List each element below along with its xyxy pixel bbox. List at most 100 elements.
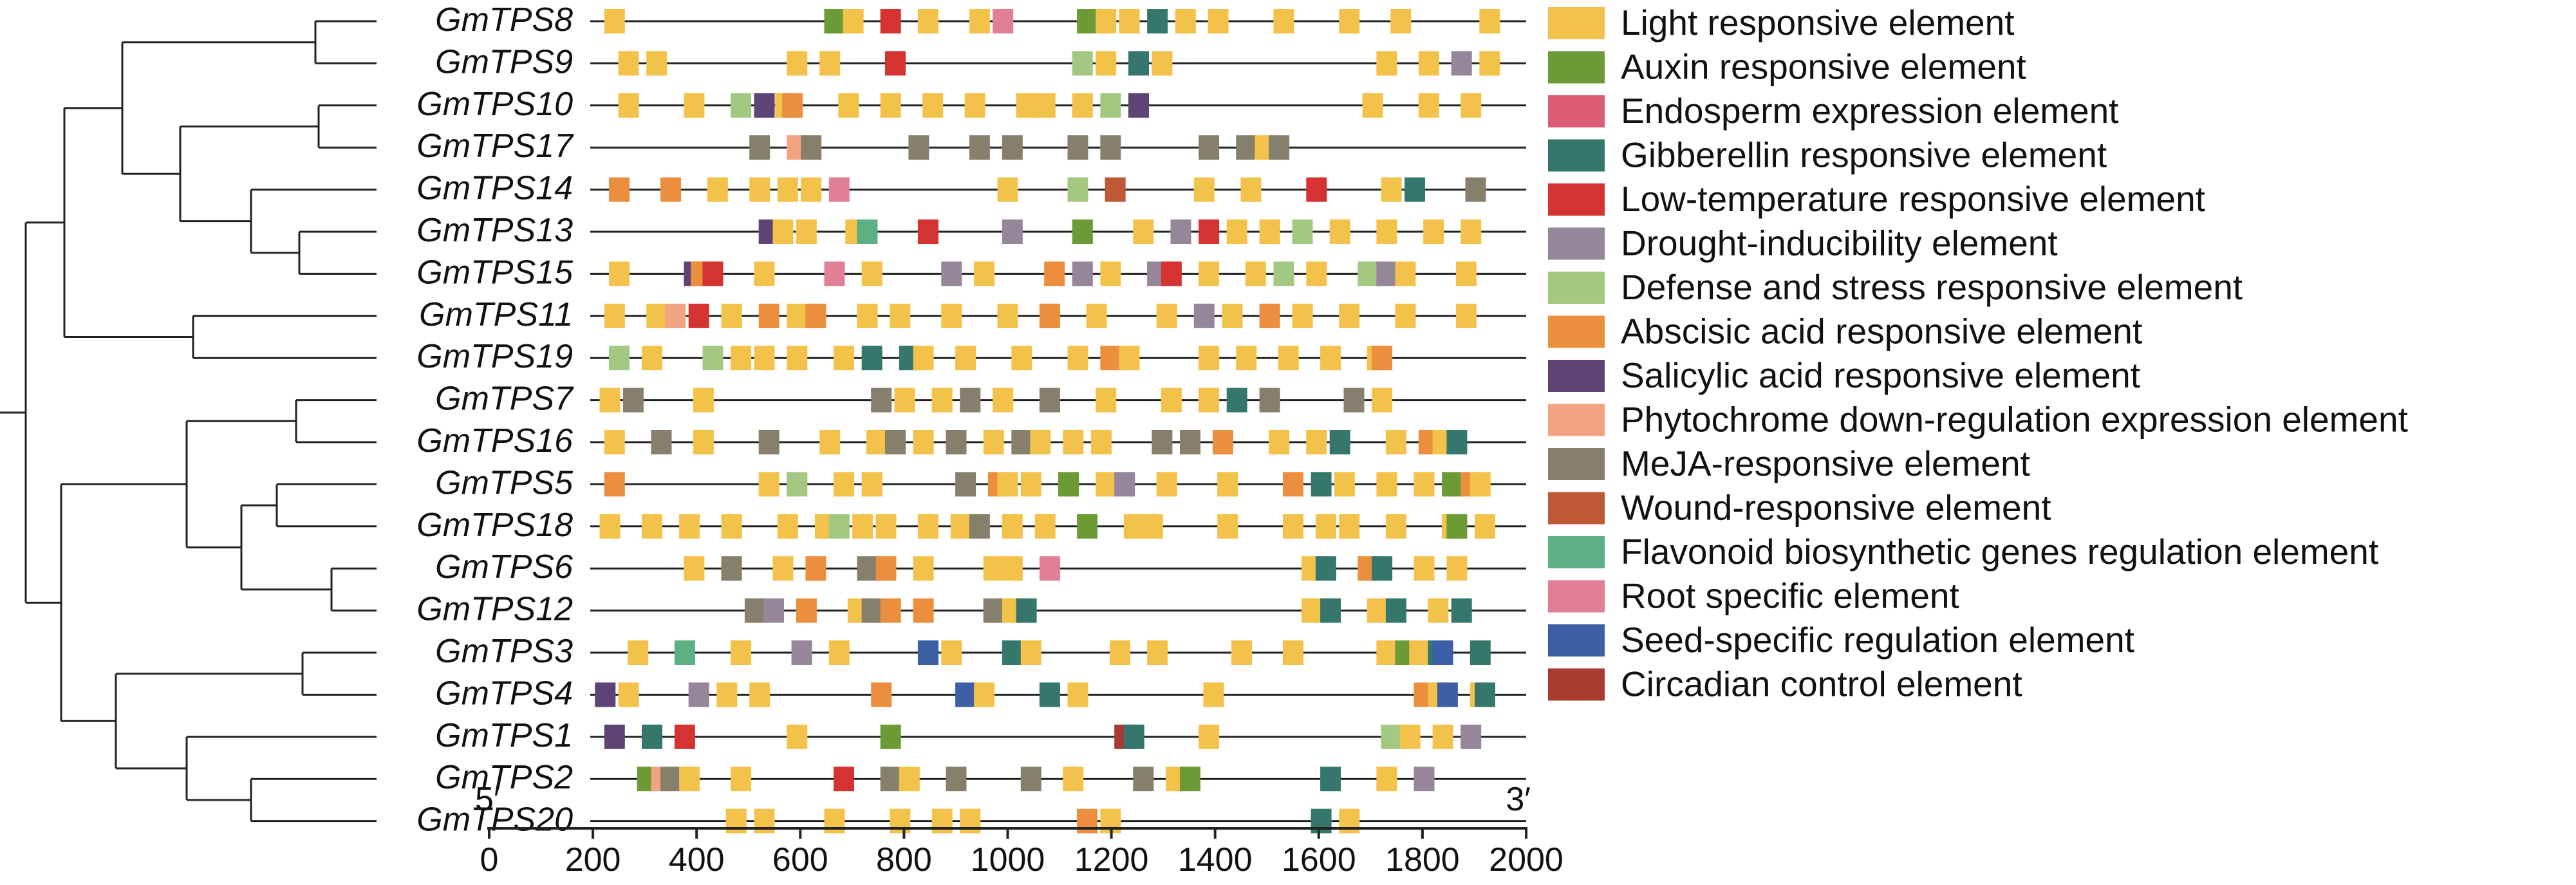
cis-element-box — [894, 387, 915, 413]
cis-element-box — [1273, 261, 1294, 286]
cis-element-box — [754, 93, 775, 118]
cis-element-box — [1020, 472, 1041, 497]
cis-element-box — [1226, 219, 1247, 244]
cis-element-box — [1320, 598, 1341, 623]
cis-element-box — [843, 9, 864, 33]
cis-element-box — [1259, 387, 1280, 413]
cis-element-box — [684, 556, 705, 581]
cis-element-box — [1058, 472, 1079, 497]
cis-element-box — [1273, 9, 1294, 33]
cis-element-box — [1193, 303, 1215, 328]
cis-element-box — [674, 640, 695, 665]
cis-element-box — [642, 346, 662, 371]
cis-element-box — [1423, 219, 1444, 244]
cis-element-box — [834, 346, 854, 371]
cis-element-box — [1067, 135, 1088, 160]
cis-element-box — [1390, 9, 1412, 33]
cis-element-box — [801, 135, 822, 160]
cis-element-box — [838, 93, 859, 118]
cis-element-box — [1039, 556, 1060, 581]
cis-element-box — [1203, 682, 1224, 707]
cis-element-box — [1306, 430, 1327, 454]
element-legend: Light responsive element Auxin responsive… — [1548, 3, 2408, 704]
cis-element-box — [1199, 135, 1220, 160]
cis-element-box — [875, 556, 897, 581]
three-prime-label: 3′ — [1506, 781, 1531, 818]
cis-element-box — [819, 430, 841, 454]
cis-element-box — [913, 598, 934, 623]
cis-element-box — [1376, 767, 1397, 792]
cis-element-box — [1315, 514, 1336, 539]
cis-element-box — [1475, 514, 1495, 539]
axis-tick-label: 1600 — [1282, 841, 1356, 879]
cis-element-box — [819, 51, 841, 76]
cis-element-box — [1077, 9, 1098, 33]
cis-element-box — [1236, 135, 1257, 160]
legend-item: Auxin responsive element — [1548, 47, 2026, 87]
cis-element-box — [1372, 387, 1393, 413]
cis-element-box — [1034, 514, 1056, 539]
cis-element-box — [1096, 51, 1117, 76]
cis-element-box — [1381, 724, 1402, 749]
cis-element-box — [997, 472, 1018, 497]
cis-element-box — [758, 430, 779, 454]
cis-element-box — [1034, 93, 1056, 118]
cis-element-box — [782, 93, 803, 118]
cis-element-box — [1283, 640, 1303, 665]
cis-element-box — [1329, 430, 1350, 454]
cis-element-box — [922, 93, 944, 118]
cis-element-box — [1292, 303, 1313, 328]
gene-label: GmTPS8 — [435, 1, 573, 39]
cis-element-box — [941, 640, 962, 665]
cis-element-box — [1067, 346, 1088, 371]
cis-element-box — [1180, 767, 1200, 792]
cis-element-box — [604, 430, 625, 454]
cis-element-box — [1455, 261, 1477, 286]
promoter-track — [590, 219, 1526, 244]
legend-label: Drought-inducibility element — [1621, 223, 2058, 263]
cis-element-box — [871, 682, 892, 707]
cis-element-box — [1343, 387, 1365, 413]
legend-item: Endosperm expression element — [1548, 91, 2118, 131]
cis-element-box — [642, 514, 662, 539]
cis-element-box — [1044, 261, 1065, 286]
legend-label: MeJA-responsive element — [1621, 443, 2030, 483]
cis-element-box — [1409, 640, 1430, 665]
cis-element-box — [604, 303, 625, 328]
cis-element-box — [749, 135, 770, 160]
cis-element-box — [1475, 682, 1495, 707]
cis-element-box — [1329, 219, 1350, 244]
cis-element-box — [1465, 177, 1486, 202]
cis-element-box — [665, 303, 686, 328]
promoter-track — [590, 177, 1526, 202]
cis-element-box — [1156, 303, 1177, 328]
cis-element-box — [1405, 177, 1425, 202]
cis-element-box — [1011, 346, 1032, 371]
cis-element-box — [772, 556, 794, 581]
cis-element-box — [917, 514, 938, 539]
cis-element-box — [1339, 9, 1360, 33]
legend-item: Defense and stress responsive element — [1548, 267, 2243, 307]
cis-element-box — [1142, 514, 1163, 539]
promoter-track — [590, 640, 1526, 665]
legend-swatch — [1548, 360, 1605, 392]
promoter-track — [590, 682, 1526, 707]
cis-element-box — [693, 387, 714, 413]
legend-item: Low-temperature responsive element — [1548, 179, 2205, 219]
cis-element-box — [763, 598, 784, 623]
cis-element-box — [917, 640, 938, 665]
legend-label: Gibberellin responsive element — [1621, 135, 2107, 175]
cis-element-box — [1105, 177, 1126, 202]
cis-element-box — [1161, 261, 1182, 286]
cis-element-box — [1199, 346, 1220, 371]
cis-element-box — [997, 303, 1018, 328]
cis-element-box — [1283, 514, 1303, 539]
cis-element-box — [997, 177, 1018, 202]
cis-element-box — [969, 9, 990, 33]
promoter-track — [590, 346, 1526, 371]
cis-element-box — [1170, 219, 1191, 244]
cis-element-box — [1414, 767, 1435, 792]
cis-element-box — [969, 514, 990, 539]
axis-tick-label: 200 — [565, 841, 621, 879]
